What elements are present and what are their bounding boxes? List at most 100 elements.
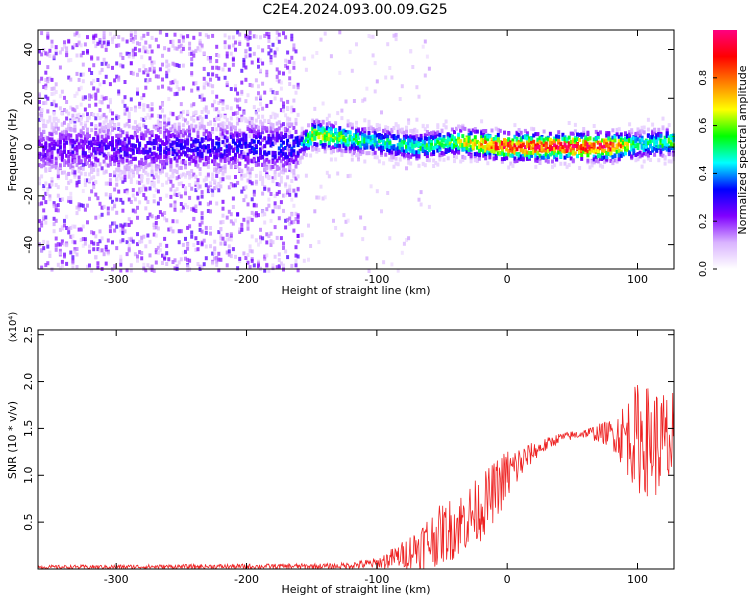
heatmap-cell xyxy=(282,167,285,172)
heatmap-cell xyxy=(494,136,498,141)
heatmap-cell xyxy=(319,184,323,189)
heatmap-cell xyxy=(663,138,667,143)
heatmap-cell xyxy=(204,129,208,134)
heatmap-cell xyxy=(254,135,258,140)
heatmap-cell xyxy=(77,207,81,212)
heatmap-cell xyxy=(369,34,373,39)
heatmap-cell xyxy=(188,195,192,200)
heatmap-cell xyxy=(411,135,415,140)
heatmap-cell xyxy=(240,189,244,194)
heatmap-cell xyxy=(77,204,81,209)
heatmap-cell xyxy=(601,148,604,153)
heatmap-cell xyxy=(113,123,117,128)
heatmap-cell xyxy=(52,99,56,104)
heatmap-cell xyxy=(60,241,64,246)
heatmap-cell xyxy=(263,220,267,225)
heatmap-cell xyxy=(102,138,106,143)
heatmap-cell xyxy=(490,149,494,153)
heatmap-cell xyxy=(52,111,56,116)
heatmap-cell xyxy=(209,200,212,205)
heatmap-cell xyxy=(202,162,206,167)
heatmap-cell xyxy=(142,103,146,108)
heatmap-cell xyxy=(492,137,496,141)
heatmap-cell xyxy=(382,139,386,144)
heatmap-cell xyxy=(42,246,46,251)
heatmap-cell xyxy=(125,152,129,157)
heatmap-cell xyxy=(511,138,515,143)
heatmap-cell xyxy=(488,134,492,139)
spectrogram-frame xyxy=(37,29,675,270)
heatmap-cell xyxy=(290,122,294,127)
heatmap-cell xyxy=(265,126,269,131)
heatmap-cell xyxy=(405,149,408,153)
heatmap-cell xyxy=(659,152,663,157)
heatmap-cell xyxy=(352,136,356,141)
heatmap-cell xyxy=(60,170,64,175)
heatmap-cell xyxy=(355,145,358,150)
heatmap-cell xyxy=(179,33,183,38)
heatmap-cell xyxy=(73,174,77,179)
heatmap-cell xyxy=(384,132,388,137)
heatmap-cell xyxy=(617,148,621,153)
heatmap-cell xyxy=(332,145,335,150)
heatmap-cell xyxy=(81,95,85,100)
heatmap-cell xyxy=(503,152,506,157)
heatmap-cell xyxy=(500,151,504,156)
heatmap-cell xyxy=(104,162,108,167)
heatmap-cell xyxy=(136,191,139,196)
heatmap-cell xyxy=(165,32,169,37)
heatmap-cell xyxy=(551,164,554,169)
heatmap-cell xyxy=(65,214,69,219)
heatmap-cell xyxy=(400,127,404,132)
heatmap-cell xyxy=(121,159,125,164)
heatmap-cell xyxy=(279,131,283,136)
heatmap-cell xyxy=(342,149,346,154)
heatmap-cell xyxy=(294,49,298,54)
heatmap-cell xyxy=(619,137,623,142)
heatmap-cell xyxy=(309,140,313,145)
heatmap-cell xyxy=(206,202,210,207)
heatmap-cell xyxy=(73,140,77,145)
heatmap-cell xyxy=(129,236,133,241)
heatmap-cell xyxy=(515,131,519,136)
heatmap-cell xyxy=(363,159,367,164)
heatmap-cell xyxy=(131,143,135,148)
heatmap-cell xyxy=(365,135,369,140)
heatmap-cell xyxy=(92,175,96,180)
heatmap-cell xyxy=(246,220,250,225)
heatmap-cell xyxy=(436,139,440,144)
heatmap-cell xyxy=(142,166,146,171)
heatmap-cell xyxy=(534,148,538,153)
heatmap-cell xyxy=(240,155,244,160)
heatmap-cell xyxy=(432,130,436,135)
heatmap-cell xyxy=(60,130,64,135)
heatmap-cell xyxy=(138,239,142,244)
heatmap-cell xyxy=(42,85,46,89)
heatmap-cell xyxy=(265,262,269,267)
heatmap-cell xyxy=(640,164,644,169)
x-tick-label: 100 xyxy=(627,573,648,586)
heatmap-cell xyxy=(363,127,367,132)
heatmap-cell xyxy=(352,146,356,150)
heatmap-cell xyxy=(161,182,164,187)
heatmap-cell xyxy=(192,35,196,40)
heatmap-cell xyxy=(161,101,164,105)
heatmap-cell xyxy=(138,164,142,169)
heatmap-cell xyxy=(267,51,271,56)
heatmap-cell xyxy=(363,97,367,102)
heatmap-cell xyxy=(81,62,85,67)
heatmap-cell xyxy=(215,116,219,121)
heatmap-cell xyxy=(311,118,315,123)
heatmap-cell xyxy=(92,148,96,153)
heatmap-cell xyxy=(104,115,108,120)
heatmap-cell xyxy=(131,208,135,213)
heatmap-cell xyxy=(484,136,488,141)
heatmap-cell xyxy=(129,97,133,102)
heatmap-cell xyxy=(54,243,58,248)
heatmap-cell xyxy=(430,131,433,136)
heatmap-cell xyxy=(461,126,465,131)
heatmap-cell xyxy=(580,153,584,157)
heatmap-cell xyxy=(196,163,200,168)
heatmap-cell xyxy=(131,71,135,76)
heatmap-cell xyxy=(252,129,256,134)
